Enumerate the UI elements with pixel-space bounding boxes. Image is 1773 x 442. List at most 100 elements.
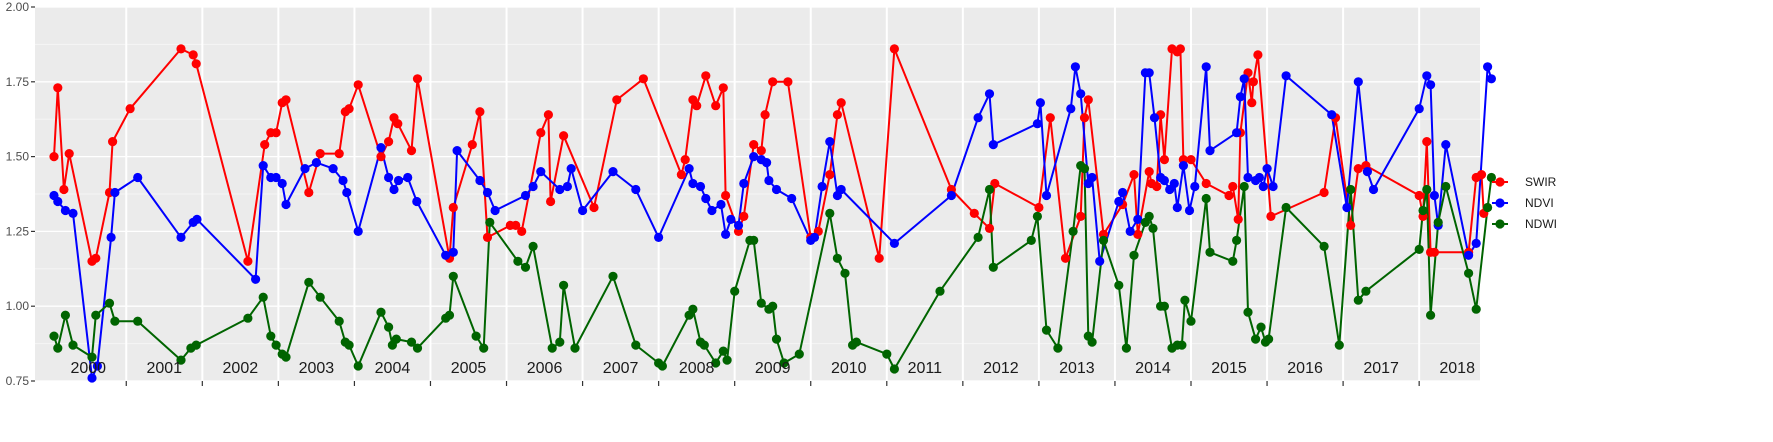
data-point-ndwi [1177,340,1187,350]
data-point-ndvi [1235,92,1245,102]
data-point-ndwi [1346,184,1356,195]
data-point-ndwi [832,253,843,263]
data-point-ndwi [479,343,489,353]
data-point-ndvi [1076,89,1086,99]
year-label: 2009 [755,360,791,377]
series-layer [49,44,1496,383]
data-point-ndwi [756,298,766,308]
data-point-ndvi [92,361,102,371]
data-point-ndvi [562,181,573,192]
data-point-ndwi [60,310,70,320]
data-point-ndwi [1205,247,1215,257]
data-point-swir [1175,44,1185,54]
data-point-swir [836,98,846,108]
data-point-ndvi [328,164,338,174]
data-point-ndvi [311,158,321,168]
data-point-ndvi [701,193,711,204]
data-point-swir [984,223,995,233]
year-label: 2010 [831,360,867,377]
data-point-ndwi [353,361,363,371]
data-point-ndvi [1262,164,1272,174]
data-point-ndvi [555,184,565,195]
year-label: 2001 [146,360,182,377]
year-label: 2013 [1059,360,1095,377]
data-point-swir [376,152,386,162]
data-point-ndvi [1422,71,1432,81]
data-point-swir [1233,214,1243,224]
data-point-ndvi [1041,190,1052,201]
data-point-ndwi [304,277,314,287]
y-axis: 0.75 1.00 1.25 1.50 1.75 2.00 [6,0,35,388]
data-point-ndvi [258,161,268,171]
data-point-ndvi [1254,172,1264,183]
data-point-swir [1045,113,1055,123]
data-point-ndvi [707,205,717,216]
data-point-swir [1076,211,1086,221]
data-point-ndwi [1319,241,1329,251]
data-point-swir [475,107,485,117]
data-point-ndwi [334,316,344,326]
data-point-swir [701,71,711,81]
data-point-ndwi [1464,268,1474,278]
data-point-swir [1224,190,1234,201]
data-point-ndvi [1327,110,1337,120]
y-tick-label: 1.00 [6,299,30,313]
data-point-ndwi [1159,301,1169,311]
data-point-ndvi [1243,172,1253,183]
data-point-ndwi [1032,211,1042,221]
data-point-ndwi [91,310,101,320]
data-point-ndwi [1041,325,1052,335]
data-point-ndwi [722,355,732,365]
data-point-ndvi [353,226,363,236]
y-tick-label: 1.75 [6,75,30,89]
data-point-ndwi [1414,244,1424,254]
data-point-ndvi [452,146,462,156]
y-tick-label: 0.75 [6,374,30,388]
data-point-ndvi [739,178,749,189]
data-point-ndwi [984,184,995,195]
data-point-swir [589,202,599,213]
data-point-ndwi [53,343,63,353]
data-point-ndwi [281,352,291,362]
data-point-ndwi [1232,235,1242,245]
data-point-ndwi [1243,307,1253,317]
data-point-swir [271,128,281,138]
data-point-ndwi [448,271,458,281]
data-point-ndvi [1232,128,1242,138]
data-point-ndvi [251,274,261,284]
data-point-ndwi [570,343,580,353]
data-point-ndvi [654,232,664,242]
data-point-ndvi [764,175,774,186]
data-point-ndwi [384,322,394,332]
data-point-ndvi [608,167,618,177]
data-point-ndvi [1429,190,1439,201]
data-point-ndwi [935,286,945,296]
data-point-ndvi [684,164,694,174]
data-point-ndwi [471,331,481,341]
data-point-swir [612,95,622,105]
data-point-swir [1346,220,1356,230]
data-point-ndwi [528,241,538,251]
data-point-ndvi [1281,71,1291,81]
data-point-ndwi [1433,217,1443,227]
data-point-ndwi [1486,172,1496,183]
data-point-ndwi [711,358,721,368]
data-point-ndvi [1464,250,1474,260]
data-point-ndwi [657,361,668,371]
year-labels: 2000 2001 2002 2003 2004 2005 2006 2007 2008 2009… [70,360,1475,377]
data-point-swir [543,110,554,120]
data-point-ndwi [851,337,862,347]
data-point-swir [482,232,493,242]
data-point-ndvi [106,232,116,242]
data-point-ndwi [513,256,523,266]
data-point-ndwi [1186,316,1196,326]
data-point-swir [1476,170,1487,180]
data-point-swir [1144,167,1154,177]
data-point-ndwi [771,334,782,344]
data-point-ndwi [376,307,386,317]
data-point-ndwi [1121,343,1131,353]
data-point-swir [680,155,690,165]
data-point-swir [1079,113,1090,123]
data-point-swir [448,202,458,213]
